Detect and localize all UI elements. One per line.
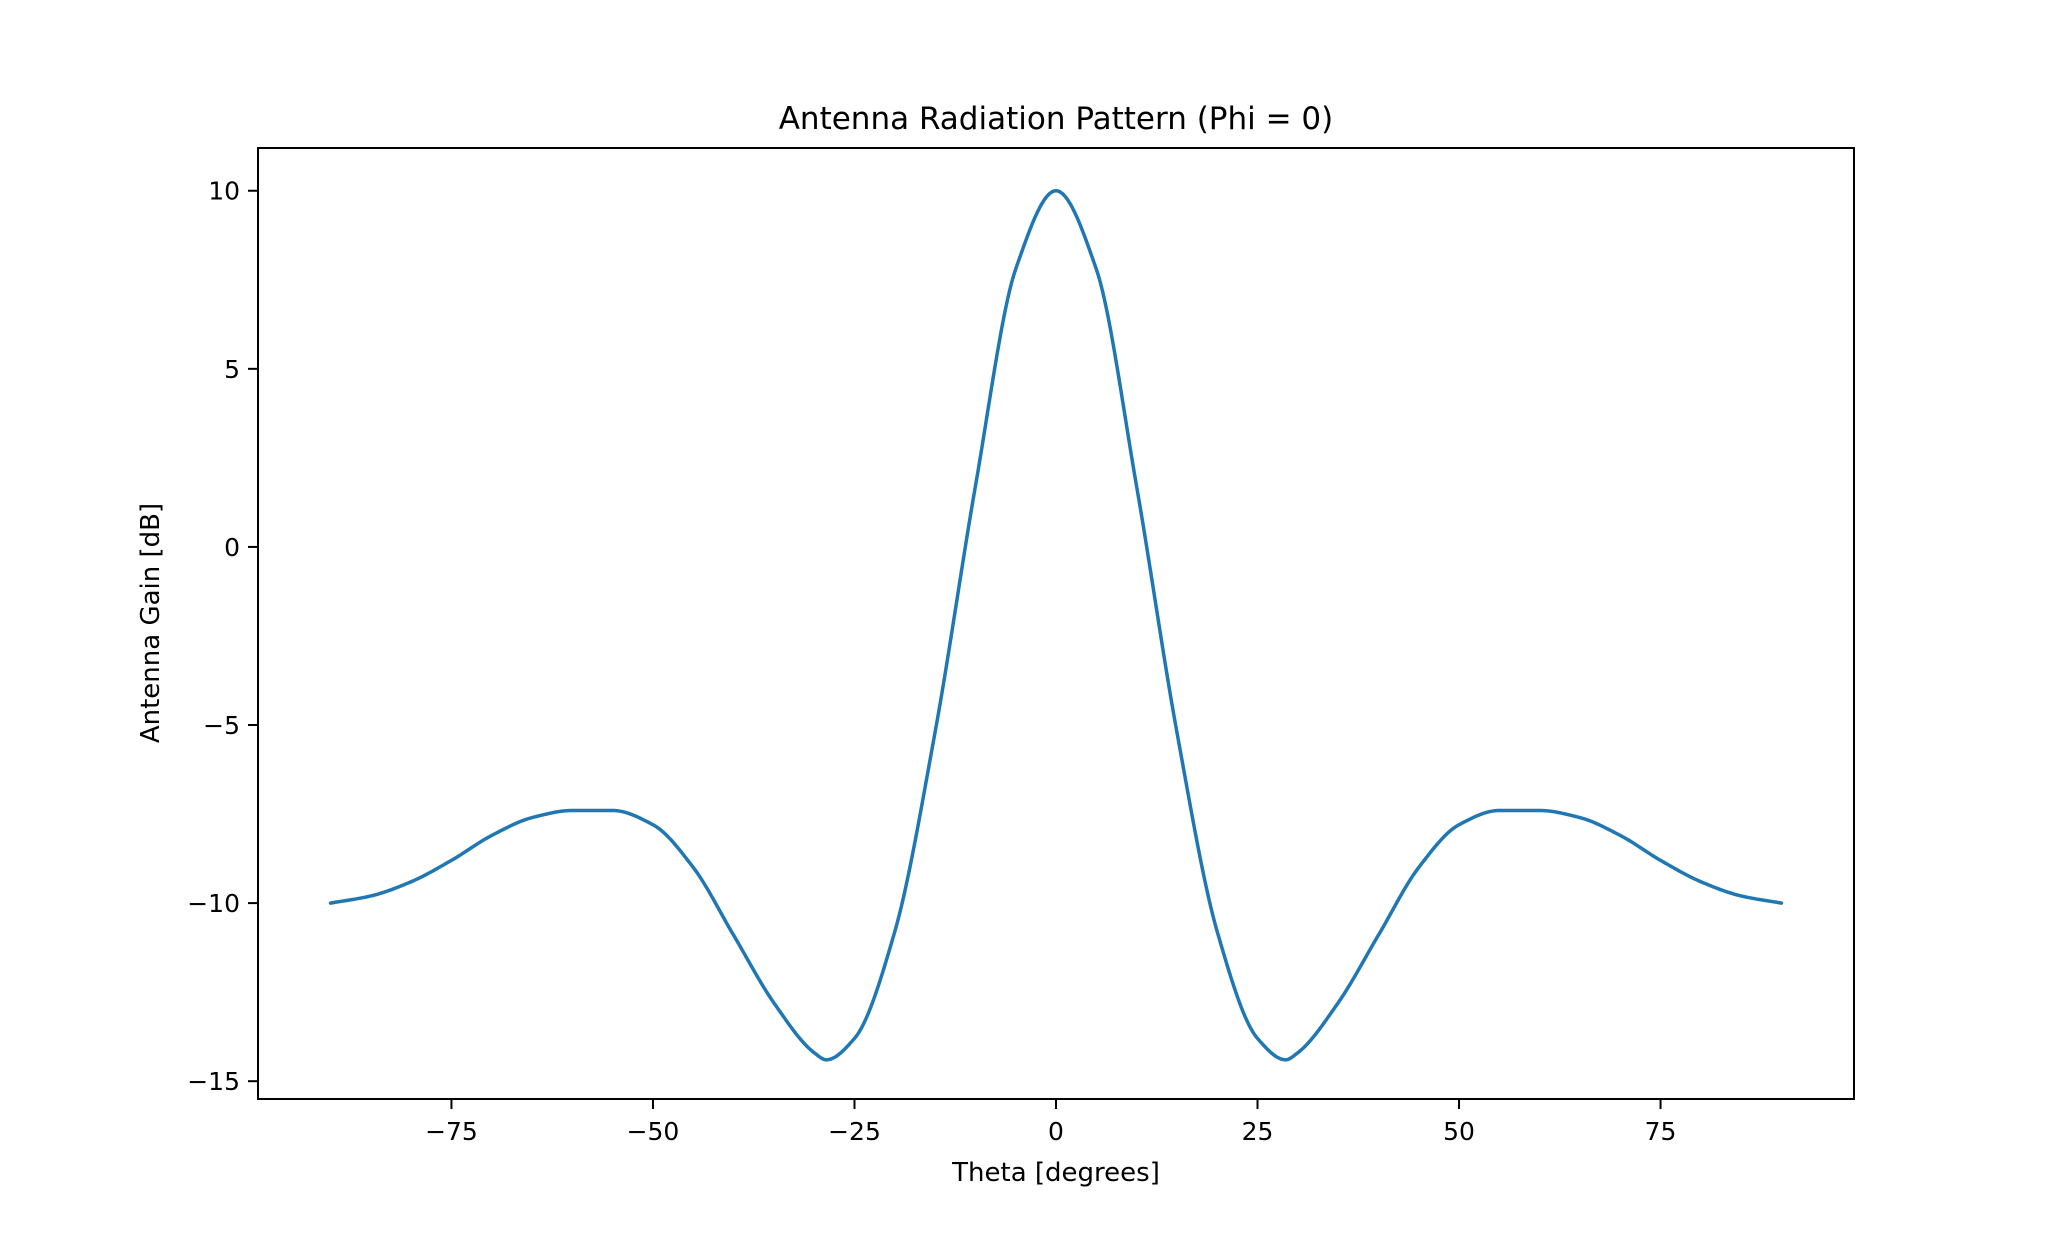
y-tick-label: −10 bbox=[187, 889, 240, 918]
x-tick-label: 75 bbox=[1645, 1117, 1677, 1146]
x-tick-label: 25 bbox=[1242, 1117, 1274, 1146]
x-tick-label: 0 bbox=[1048, 1117, 1064, 1146]
chart-title: Antenna Radiation Pattern (Phi = 0) bbox=[779, 101, 1334, 137]
x-axis-ticks: −75 −50 −25 0 25 50 75 bbox=[425, 1099, 1676, 1146]
y-axis-label: Antenna Gain [dB] bbox=[136, 503, 166, 743]
y-tick-label: −5 bbox=[203, 711, 240, 740]
x-tick-label: −75 bbox=[425, 1117, 478, 1146]
y-axis-ticks: −15 −10 −5 0 5 10 bbox=[187, 177, 258, 1096]
series-line-gain bbox=[328, 188, 1784, 1062]
y-tick-label: 5 bbox=[224, 355, 240, 384]
y-tick-label: 0 bbox=[224, 533, 240, 562]
x-tick-label: −25 bbox=[828, 1117, 881, 1146]
x-tick-label: −50 bbox=[627, 1117, 680, 1146]
plot-area bbox=[328, 188, 1784, 1062]
x-axis-label: Theta [degrees] bbox=[951, 1158, 1160, 1188]
y-tick-label: 10 bbox=[208, 177, 240, 206]
y-tick-label: −15 bbox=[187, 1067, 240, 1096]
x-tick-label: 50 bbox=[1443, 1117, 1475, 1146]
